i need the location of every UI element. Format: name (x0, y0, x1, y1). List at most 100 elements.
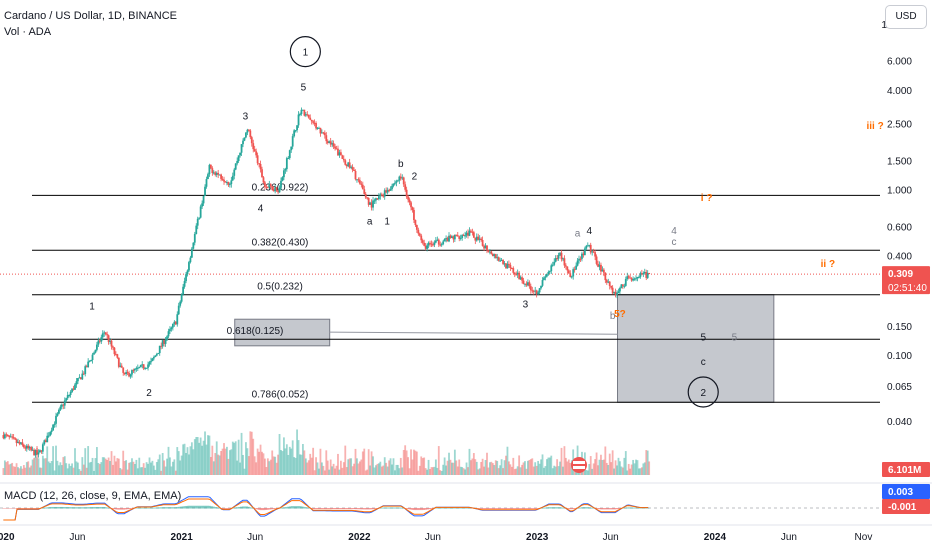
candle-body-154 (227, 182, 230, 185)
macd-hist-269 (526, 508, 529, 509)
volume-bar-280 (411, 459, 414, 475)
candle-body-232 (341, 155, 344, 159)
candle-body-252 (370, 202, 373, 208)
candle-body-83 (123, 372, 126, 375)
candle-body-131 (193, 233, 196, 243)
candle-body-263 (386, 189, 389, 193)
volume-bar-357 (524, 461, 526, 475)
volume-bar-22 (34, 456, 37, 475)
candle-body-124 (183, 281, 186, 287)
candle-body-419 (614, 291, 617, 295)
macd-hist-288 (563, 507, 566, 509)
volume-bar-422 (619, 461, 621, 475)
candle-body-77 (115, 354, 117, 356)
candle-body-292 (429, 242, 431, 244)
macd-hist-83 (164, 507, 167, 509)
macd-hist-62 (123, 508, 126, 510)
candle-body-86 (128, 372, 130, 377)
volume-bar-86 (128, 462, 130, 475)
candle-body-98 (145, 367, 148, 369)
candle-body-221 (325, 135, 328, 142)
macd-hist-41 (82, 507, 85, 509)
candle-body-11 (18, 441, 21, 444)
candle-body-25 (39, 450, 41, 453)
volume-bar-295 (433, 466, 436, 475)
candle-body-338 (496, 257, 499, 259)
candle-body-250 (367, 197, 370, 205)
volume-bar-318 (467, 467, 469, 475)
volume-bar-12 (20, 466, 22, 475)
volume-bar-380 (557, 466, 560, 475)
volume-bar-290 (426, 469, 428, 475)
volume-bar-42 (63, 456, 66, 475)
volume-bar-84 (125, 460, 128, 475)
macd-hist-290 (567, 508, 570, 509)
zone-connector (329, 331, 618, 335)
volume-bar-80 (119, 468, 122, 475)
candle-body-168 (247, 129, 250, 131)
wave-label-11: b (610, 311, 616, 322)
candle-body-93 (138, 367, 141, 369)
macd-hist-15 (31, 508, 34, 509)
macd-hist-217 (425, 508, 428, 510)
candle-body-129 (190, 248, 193, 258)
candle-body-92 (136, 367, 139, 369)
macd-hist-173 (339, 508, 342, 510)
candle-body-270 (396, 180, 399, 182)
time-tick-8: 2024 (704, 532, 727, 543)
volume-bar-211 (310, 457, 313, 475)
volume-bar-57 (85, 467, 88, 475)
volume-bar-404 (592, 463, 595, 475)
candle-body-146 (215, 172, 218, 175)
candle-body-142 (209, 164, 212, 169)
volume-bar-231 (339, 460, 342, 475)
volume-bar-122 (180, 455, 183, 475)
volume-bar-142 (209, 456, 212, 475)
candle-body-237 (348, 162, 351, 168)
candle-body-73 (109, 340, 111, 342)
candle-body-217 (319, 127, 322, 134)
candle-body-194 (285, 158, 288, 170)
volume-bar-427 (626, 470, 629, 475)
macd-hist-255 (499, 508, 502, 509)
volume-bar-170 (250, 431, 253, 475)
candle-body-44 (66, 395, 69, 399)
macd-hist-8 (17, 508, 20, 509)
candle-body-383 (562, 258, 564, 260)
candle-body-236 (347, 162, 350, 167)
volume-bar-70 (104, 458, 107, 475)
volume-bar-431 (632, 459, 634, 475)
candle-body-220 (323, 132, 326, 136)
candle-body-137 (202, 195, 205, 204)
macd-hist-133 (261, 508, 264, 511)
candle-body-431 (632, 279, 634, 281)
volume-bar-334 (490, 461, 493, 475)
macd-hist-129 (253, 508, 256, 509)
candle-body-411 (602, 269, 605, 273)
candle-body-81 (120, 365, 123, 368)
candle-body-188 (277, 190, 279, 193)
macd-hist-328 (641, 507, 644, 509)
currency-button[interactable]: USD (885, 5, 927, 29)
candle-body-88 (131, 370, 133, 375)
macd-hist-187 (366, 508, 369, 510)
volume-bar-413 (605, 462, 608, 475)
time-tick-1: Jun (69, 532, 85, 543)
volume-bar-90 (133, 463, 136, 475)
macd-hist-179 (351, 508, 354, 510)
candle-body-149 (220, 174, 222, 179)
candle-body-405 (594, 252, 597, 257)
candle-body-343 (503, 263, 506, 265)
macd-hist-13 (27, 508, 30, 509)
time-tick-3: Jun (247, 532, 263, 543)
candle-body-78 (116, 354, 119, 358)
macd-hist-157 (308, 507, 311, 509)
macd-hist-256 (501, 508, 504, 509)
candle-body-28 (43, 440, 46, 445)
volume-bar-232 (341, 467, 344, 475)
macd-hist-74 (146, 507, 149, 509)
volume-bar-351 (515, 468, 518, 475)
volume-bar-282 (414, 450, 417, 475)
candle-body-336 (493, 254, 496, 257)
